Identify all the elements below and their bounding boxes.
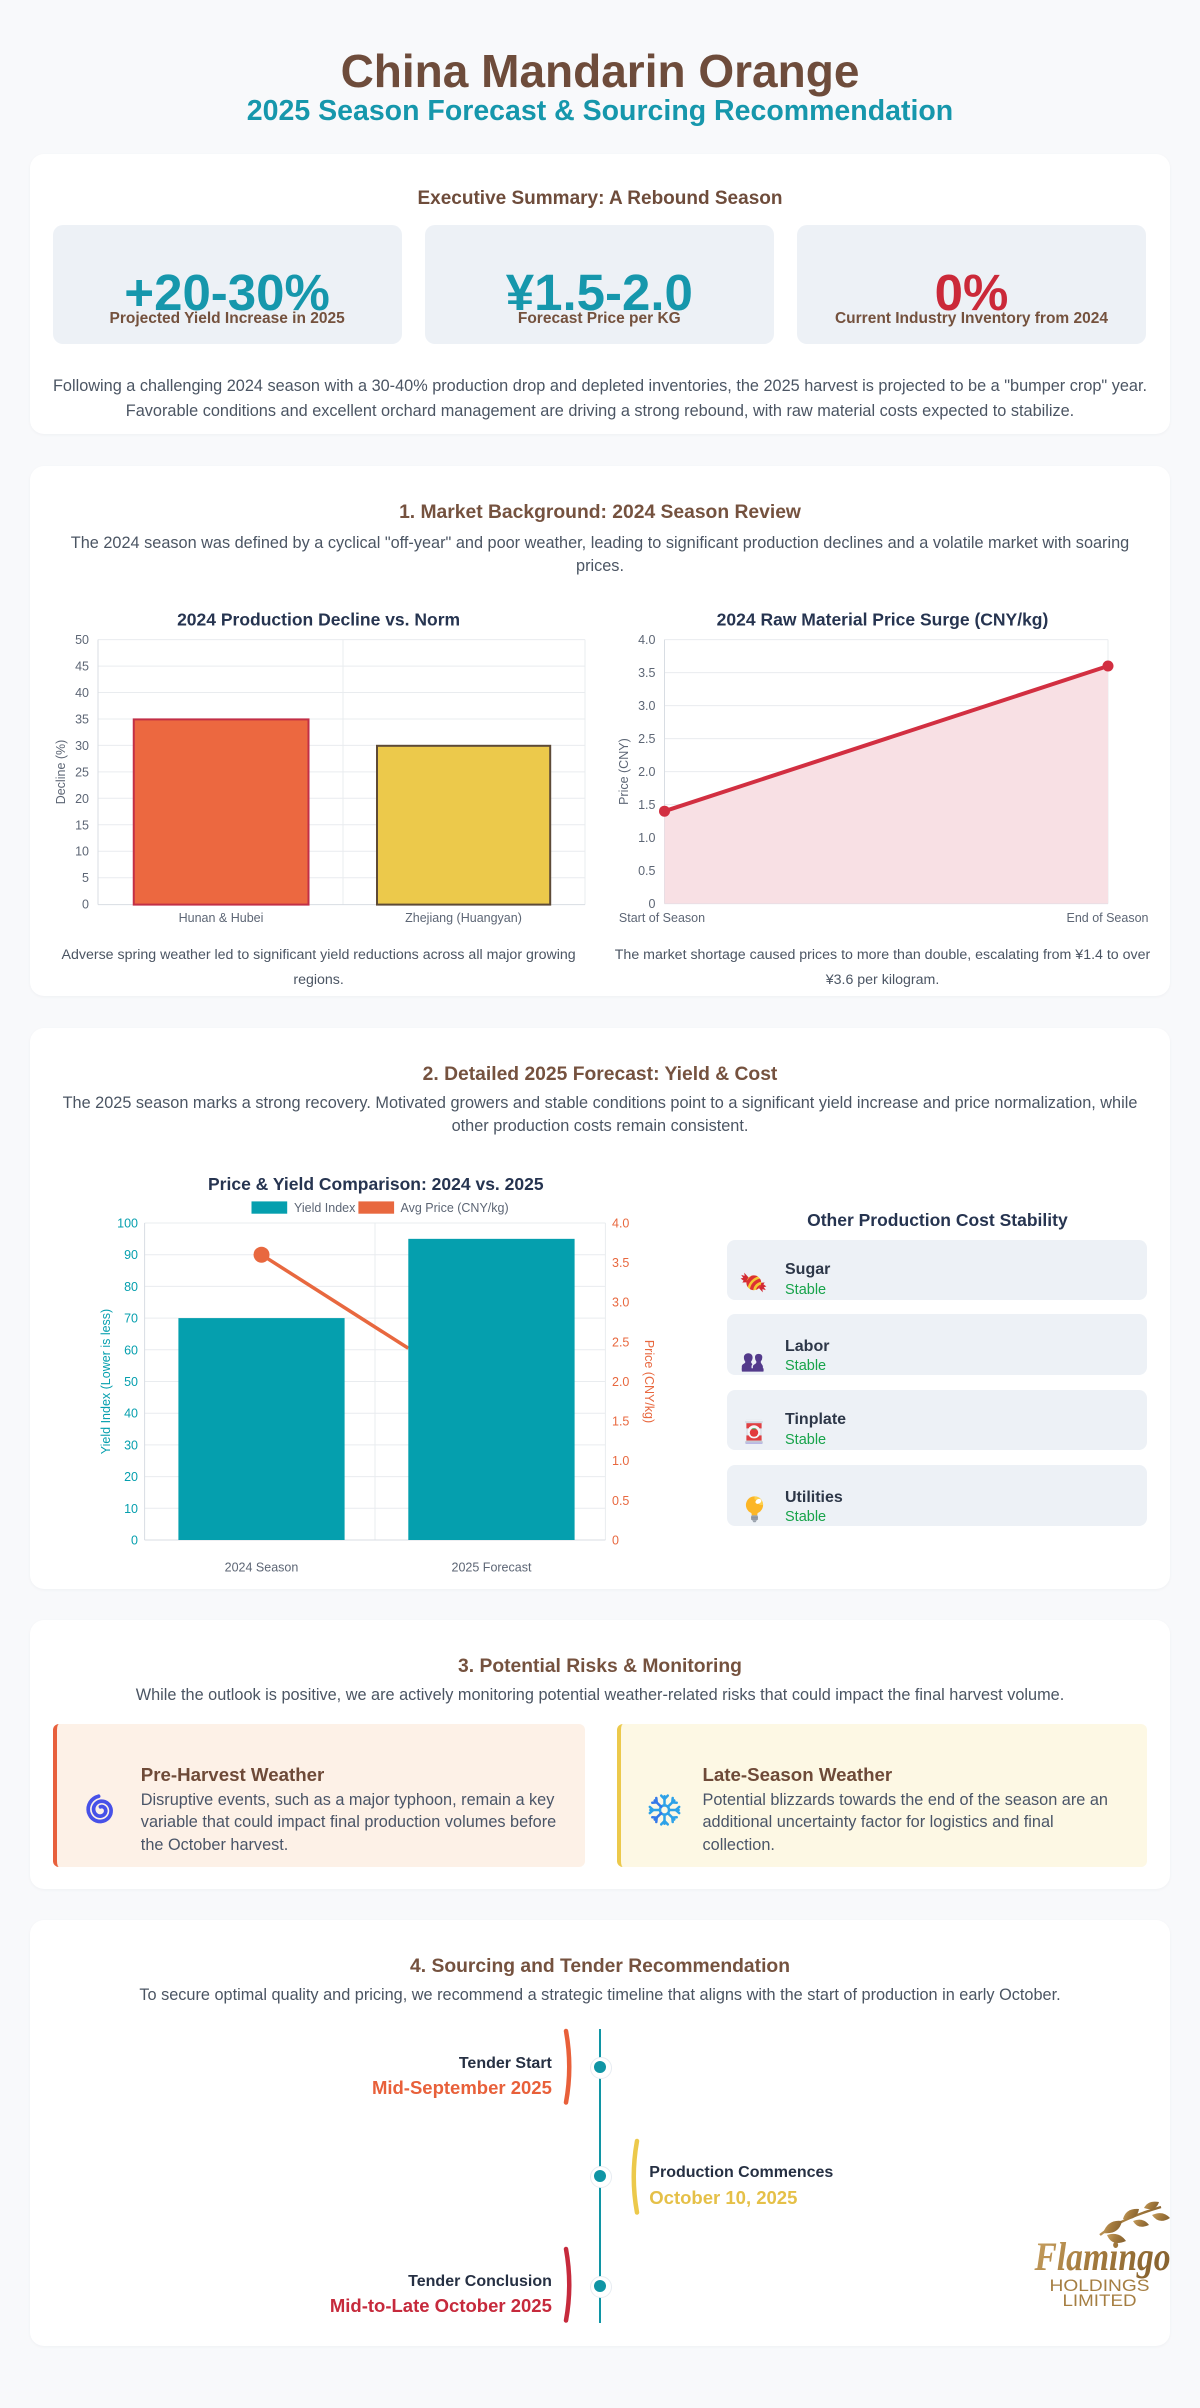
svg-text:20: 20 — [75, 792, 89, 806]
svg-text:End of Season: End of Season — [1066, 911, 1148, 925]
svg-text:0: 0 — [131, 1534, 138, 1548]
svg-text:0.5: 0.5 — [638, 864, 655, 878]
svg-text:Avg Price (CNY/kg): Avg Price (CNY/kg) — [401, 1201, 509, 1215]
svg-text:10: 10 — [75, 845, 89, 859]
svg-text:50: 50 — [124, 1375, 138, 1389]
svg-text:2.5: 2.5 — [638, 732, 655, 746]
svg-text:2.5: 2.5 — [612, 1335, 629, 1349]
svg-text:1.5: 1.5 — [612, 1415, 629, 1429]
svg-text:0: 0 — [649, 897, 656, 911]
svg-text:10: 10 — [124, 1502, 138, 1516]
svg-text:2.0: 2.0 — [638, 765, 655, 779]
svg-text:1.0: 1.0 — [638, 831, 655, 845]
svg-text:Zhejiang (Huangyan): Zhejiang (Huangyan) — [405, 911, 522, 925]
svg-text:0: 0 — [612, 1534, 619, 1548]
svg-text:100: 100 — [117, 1217, 138, 1231]
svg-text:1.5: 1.5 — [638, 798, 655, 812]
svg-text:30: 30 — [124, 1438, 138, 1452]
svg-text:70: 70 — [124, 1312, 138, 1326]
svg-text:Hunan & Hubei: Hunan & Hubei — [179, 911, 264, 925]
svg-text:3.5: 3.5 — [638, 666, 655, 680]
svg-text:Decline (%): Decline (%) — [54, 740, 68, 805]
svg-text:Price & Yield Comparison: 2024: Price & Yield Comparison: 2024 vs. 2025 — [208, 1174, 544, 1194]
svg-text:4.0: 4.0 — [612, 1217, 629, 1231]
svg-text:20: 20 — [124, 1470, 138, 1484]
svg-text:0.5: 0.5 — [612, 1494, 629, 1508]
svg-text:5: 5 — [82, 871, 89, 885]
svg-text:2025 Forecast: 2025 Forecast — [452, 1561, 532, 1575]
svg-text:90: 90 — [124, 1248, 138, 1262]
svg-text:50: 50 — [75, 633, 89, 647]
svg-text:2024 Production Decline vs. No: 2024 Production Decline vs. Norm — [177, 610, 460, 630]
svg-text:Start of Season: Start of Season — [619, 911, 705, 925]
svg-text:HOLDINGS: HOLDINGS — [1050, 2276, 1150, 2295]
svg-text:35: 35 — [75, 713, 89, 727]
svg-text:40: 40 — [75, 686, 89, 700]
svg-text:Price (CNY): Price (CNY) — [617, 738, 631, 805]
svg-text:2.0: 2.0 — [612, 1375, 629, 1389]
svg-text:25: 25 — [75, 765, 89, 779]
svg-text:Yield Index: Yield Index — [294, 1201, 356, 1215]
svg-text:0: 0 — [82, 898, 89, 912]
svg-text:30: 30 — [75, 739, 89, 753]
svg-text:Yield Index (Lower is less): Yield Index (Lower is less) — [99, 1309, 113, 1454]
svg-text:3.0: 3.0 — [612, 1296, 629, 1310]
svg-text:3.5: 3.5 — [612, 1256, 629, 1270]
svg-text:2024 Season: 2024 Season — [225, 1561, 299, 1575]
svg-text:1.0: 1.0 — [612, 1454, 629, 1468]
svg-text:60: 60 — [124, 1343, 138, 1357]
svg-text:15: 15 — [75, 818, 89, 832]
svg-text:Flamingo: Flamingo — [1034, 2234, 1171, 2279]
svg-text:Price (CNY/kg): Price (CNY/kg) — [642, 1340, 656, 1423]
svg-text:LIMITED: LIMITED — [1063, 2291, 1137, 2310]
svg-text:2024 Raw Material Price Surge: 2024 Raw Material Price Surge (CNY/kg) — [717, 610, 1049, 630]
svg-text:4.0: 4.0 — [638, 633, 655, 647]
svg-text:80: 80 — [124, 1280, 138, 1294]
svg-text:3.0: 3.0 — [638, 699, 655, 713]
svg-text:45: 45 — [75, 660, 89, 674]
svg-text:40: 40 — [124, 1407, 138, 1421]
